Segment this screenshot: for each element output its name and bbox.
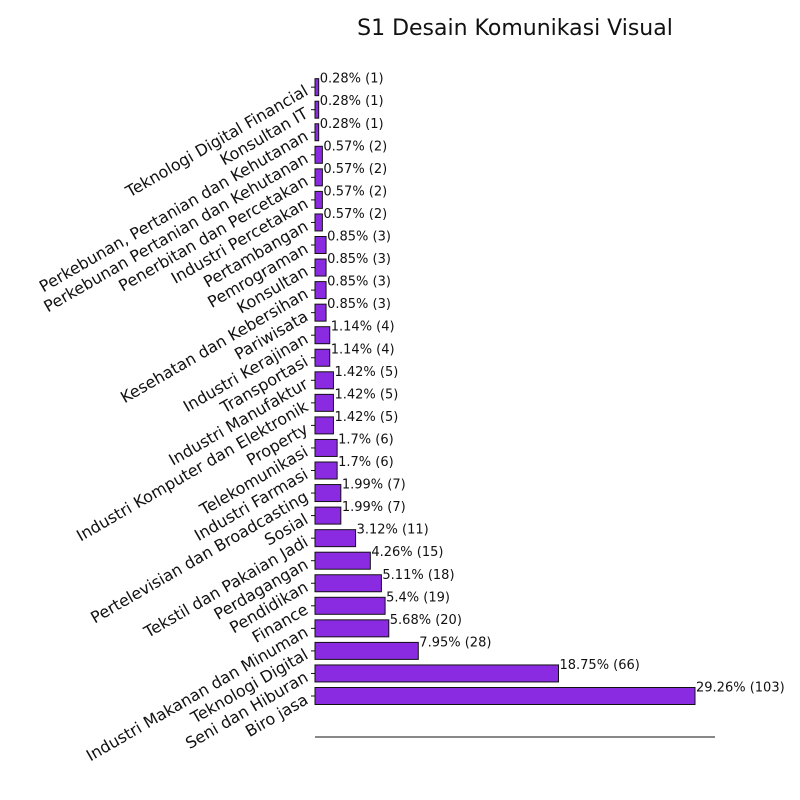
bar-value-label: 0.85% (3)	[327, 297, 391, 312]
bar-value-label: 29.26% (103)	[696, 681, 785, 696]
bar-value-label: 4.26% (15)	[371, 545, 443, 560]
bar-value-label: 1.42% (5)	[334, 387, 398, 402]
bar	[314, 168, 323, 187]
bar	[314, 123, 320, 142]
bar-value-label: 0.57% (2)	[323, 162, 387, 177]
bar	[314, 190, 323, 209]
bar-value-label: 0.28% (1)	[320, 117, 384, 132]
chart-title: S1 Desain Komunikasi Visual	[357, 16, 673, 41]
bar-value-label: 1.42% (5)	[334, 365, 398, 380]
bar	[314, 213, 323, 232]
bar	[314, 393, 334, 412]
bar	[314, 484, 342, 503]
bar-value-label: 5.68% (20)	[390, 613, 462, 628]
bar	[314, 326, 331, 345]
bar	[314, 551, 371, 570]
bar	[314, 596, 386, 615]
bar	[314, 438, 338, 457]
bar-value-label: 0.28% (1)	[320, 94, 384, 109]
bar	[314, 100, 320, 119]
bar	[314, 258, 327, 277]
bar-value-label: 5.4% (19)	[386, 590, 450, 605]
bar-value-label: 1.42% (5)	[334, 410, 398, 425]
bar	[314, 641, 419, 660]
bar	[314, 348, 331, 367]
bar	[314, 281, 327, 300]
bar-value-label: 1.99% (7)	[342, 478, 406, 493]
bar	[314, 619, 390, 638]
bar-value-label: 1.7% (6)	[338, 455, 394, 470]
bar	[314, 529, 357, 548]
bar-value-label: 0.85% (3)	[327, 275, 391, 290]
bar	[314, 687, 696, 705]
bar	[314, 303, 327, 322]
bar	[314, 78, 320, 97]
bar-value-label: 5.11% (18)	[382, 568, 454, 583]
bar-value-label: 1.99% (7)	[342, 500, 406, 515]
bar-value-label: 1.14% (4)	[331, 320, 395, 335]
bar-value-label: 0.57% (2)	[323, 184, 387, 199]
bar-value-label: 1.7% (6)	[338, 432, 394, 447]
bar-value-label: 0.85% (3)	[327, 252, 391, 267]
bar	[314, 371, 334, 390]
bar-value-label: 0.57% (2)	[323, 139, 387, 154]
bar	[314, 461, 338, 480]
bar-value-label: 0.28% (1)	[320, 72, 384, 87]
bar	[314, 145, 323, 164]
bar	[314, 236, 327, 254]
bar-value-label: 7.95% (28)	[419, 635, 491, 650]
bar-value-label: 1.14% (4)	[331, 342, 395, 357]
bar	[314, 574, 382, 593]
bar-value-label: 18.75% (66)	[559, 658, 639, 673]
bar	[314, 416, 334, 435]
bar-value-label: 0.57% (2)	[323, 207, 387, 222]
bar-value-label: 3.12% (11)	[357, 523, 429, 538]
bar-value-label: 0.85% (3)	[327, 230, 391, 245]
bar	[314, 664, 559, 683]
bar	[314, 506, 342, 525]
